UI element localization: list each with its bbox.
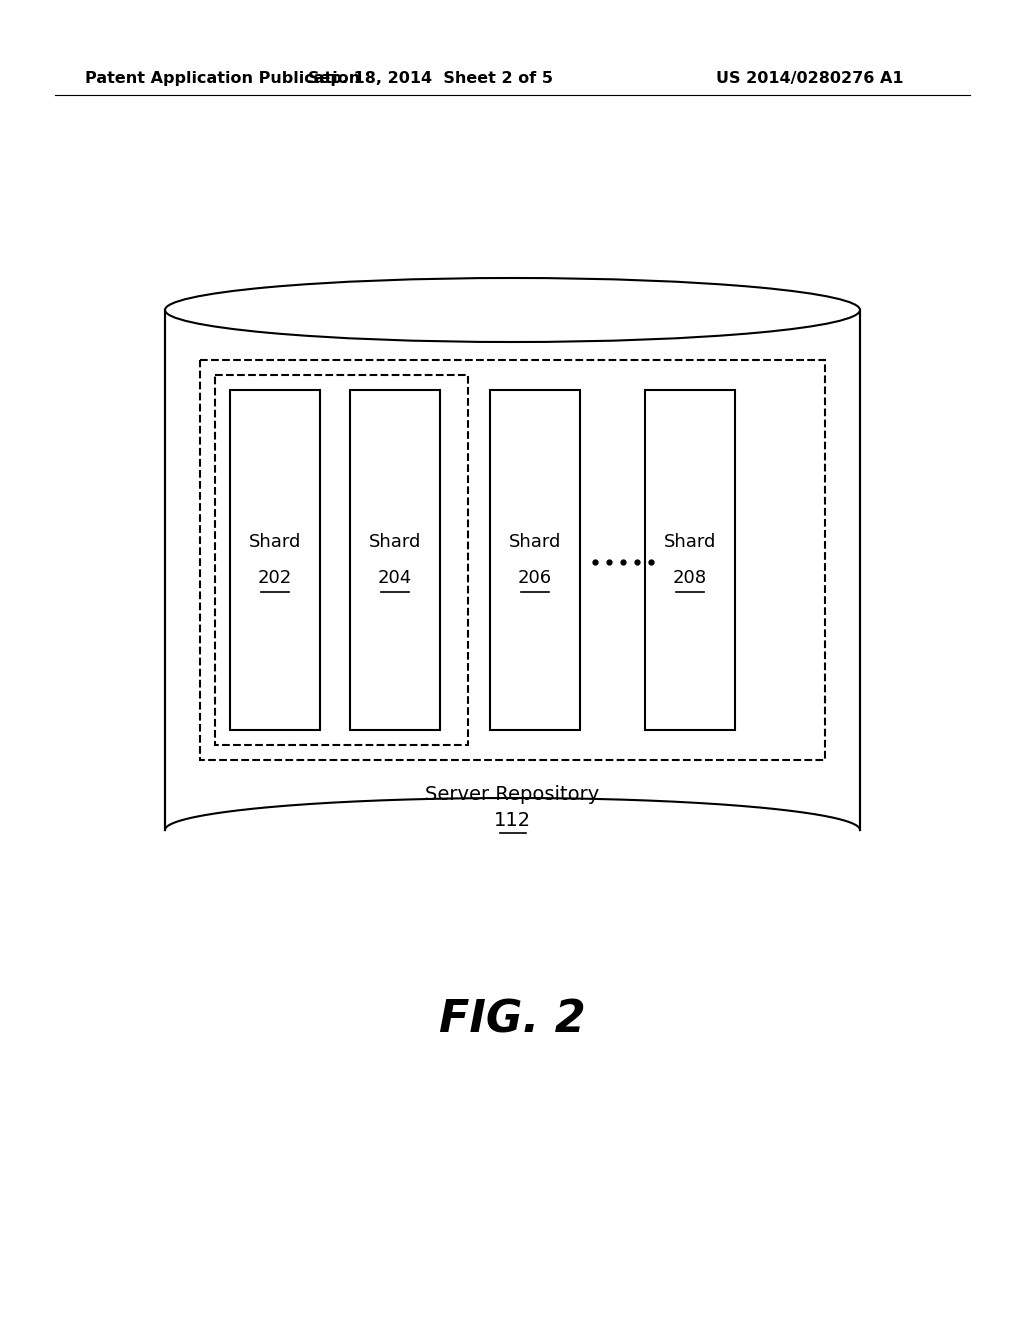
Text: Server Repository: Server Repository: [425, 785, 600, 804]
Text: Patent Application Publication: Patent Application Publication: [85, 70, 360, 86]
Text: 204: 204: [378, 569, 412, 587]
Bar: [645, 389, 735, 730]
Text: US 2014/0280276 A1: US 2014/0280276 A1: [716, 70, 904, 86]
Text: 206: 206: [518, 569, 552, 587]
Text: 202: 202: [258, 569, 292, 587]
Ellipse shape: [165, 279, 860, 342]
Text: Shard: Shard: [249, 533, 301, 550]
Text: 208: 208: [673, 569, 707, 587]
Text: 112: 112: [494, 810, 531, 829]
Text: FIG. 2: FIG. 2: [438, 998, 586, 1041]
Bar: [350, 389, 440, 730]
Text: Sep. 18, 2014  Sheet 2 of 5: Sep. 18, 2014 Sheet 2 of 5: [307, 70, 553, 86]
Bar: [200, 360, 825, 760]
Text: Shard: Shard: [369, 533, 421, 550]
Bar: [215, 375, 468, 744]
Text: Shard: Shard: [509, 533, 561, 550]
Text: Shard: Shard: [664, 533, 716, 550]
Bar: [230, 389, 319, 730]
Bar: [490, 389, 580, 730]
